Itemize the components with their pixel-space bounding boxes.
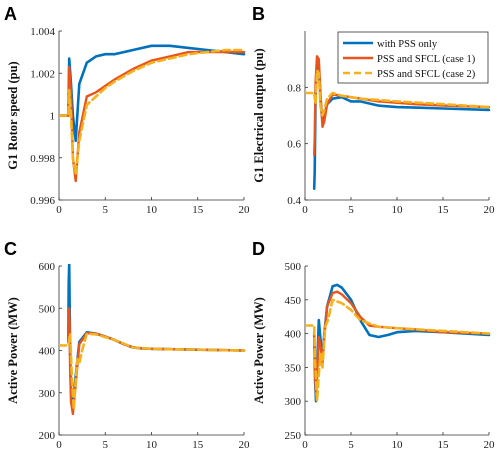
y-tick-label: 350 (285, 362, 302, 374)
series-line-3 (305, 298, 491, 403)
x-tick-label: 0 (56, 204, 62, 216)
y-tick-label: 0.998 (30, 153, 55, 165)
legend-label-2: PSS and SFCL (case 1) (377, 54, 476, 65)
y-tick-label: 1 (50, 111, 56, 123)
x-tick-label: 15 (192, 439, 204, 451)
panel-letter: B (252, 4, 265, 24)
legend-label-1: with PSS only (377, 39, 438, 50)
legend-label-3: PSS and SFCL (case 2) (377, 69, 476, 80)
series-line-3 (305, 69, 491, 117)
axis-frame (304, 266, 489, 436)
y-axis-label: G1 Rotor speed (pu) (6, 61, 20, 169)
x-tick-label: 20 (239, 439, 251, 451)
panel-letter: D (252, 239, 265, 259)
series-line-2 (67, 307, 246, 416)
panel-c: C 0 5 10 15 20 200 300 400 500 600 Active Power (MW… (4, 239, 250, 451)
x-tick-label: 5 (103, 204, 109, 216)
x-tick-label: 10 (392, 439, 404, 451)
series-line-2 (59, 50, 246, 183)
y-tick-label: 450 (285, 295, 302, 307)
y-tick-label: 250 (285, 430, 302, 442)
x-tick-label: 10 (392, 204, 404, 216)
x-tick-label: 15 (192, 204, 204, 216)
x-tick-label: 0 (56, 439, 62, 451)
y-tick-label: 300 (39, 388, 56, 400)
x-tick-label: 15 (438, 439, 450, 451)
y-tick-label: 0.8 (287, 82, 301, 94)
y-axis-label: G1 Electrical output (pu) (252, 48, 266, 182)
series-line-3 (59, 332, 246, 411)
y-tick-label: 1.002 (30, 68, 55, 80)
x-tick-label: 5 (103, 439, 109, 451)
y-tick-label: 0.996 (30, 195, 55, 207)
y-tick-label: 0.4 (287, 195, 301, 207)
y-tick-label: 0.6 (287, 139, 301, 151)
legend: with PSS only PSS and SFCL (case 1) PSS an… (337, 31, 489, 84)
x-tick-label: 10 (146, 204, 158, 216)
y-tick-label: 200 (39, 430, 56, 442)
panel-letter: C (4, 239, 17, 259)
y-axis-label: Active Power (MW) (6, 297, 20, 404)
series-line-3 (59, 48, 246, 176)
x-tick-label: 0 (302, 439, 308, 451)
x-tick-label: 5 (348, 204, 354, 216)
y-tick-label: 1.004 (30, 26, 55, 38)
x-tick-label: 20 (484, 439, 496, 451)
y-tick-label: 300 (285, 396, 302, 408)
axis-frame (58, 31, 244, 201)
y-tick-label: 400 (39, 346, 56, 358)
x-tick-label: 0 (302, 204, 308, 216)
series-line-2 (313, 55, 491, 157)
x-tick-label: 10 (146, 439, 158, 451)
panel-b: B 0 5 10 15 20 0.4 0.6 0.8 G1 Electrical output (… (252, 4, 495, 216)
y-tick-label: 400 (285, 329, 302, 341)
x-tick-label: 5 (348, 439, 354, 451)
y-tick-label: 500 (39, 303, 56, 315)
panel-d: D 0 5 10 15 20 250 300 350 400 450 500 Active Power … (252, 239, 495, 451)
x-tick-label: 20 (239, 204, 251, 216)
x-tick-label: 15 (438, 204, 450, 216)
series-line-2 (313, 290, 491, 396)
x-tick-label: 20 (484, 204, 496, 216)
panel-letter: A (4, 4, 17, 24)
panel-a: A 0 5 10 15 20 0.996 0.998 1 1.002 1.004 G1 Rotor s… (4, 4, 250, 216)
y-tick-label: 600 (39, 261, 56, 273)
y-axis-label: Active Power (MW) (252, 297, 266, 404)
y-tick-label: 500 (285, 261, 302, 273)
